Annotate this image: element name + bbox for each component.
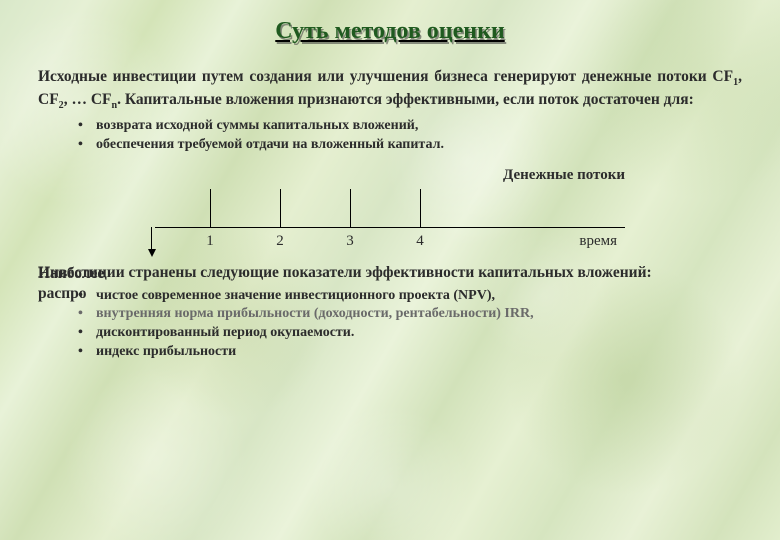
- indicator-item: индекс прибыльности: [78, 343, 742, 362]
- axis-tick: [350, 189, 351, 227]
- indicators-paragraph-text: странены следующие показатели эффективно…: [129, 264, 652, 281]
- time-axis-label: время: [579, 233, 617, 250]
- investment-arrow: [151, 227, 152, 255]
- axis-tick-label: 4: [416, 233, 424, 250]
- axis-tick-label: 3: [346, 233, 354, 250]
- indicator-item: дисконтированный период окупаемости.: [78, 324, 742, 343]
- slide: Суть методов оценки Суть методов оценки …: [0, 0, 780, 540]
- cashflow-diagram: Денежные потоки 1 2 3 4 время: [155, 165, 625, 275]
- indicators-paragraph: Наиболее распро Инвестиции странены след…: [38, 263, 742, 283]
- criteria-item: возврата исходной суммы капитальных влож…: [78, 117, 742, 136]
- axis-tick-label: 1: [206, 233, 214, 250]
- investment-diagram-label: Инвестиции: [38, 264, 125, 281]
- cashflow-label: Денежные потоки: [503, 167, 625, 184]
- indicator-item: внутренняя норма прибыльности (доходност…: [78, 305, 742, 324]
- axis-tick: [420, 189, 421, 227]
- axis-tick-label: 2: [276, 233, 284, 250]
- indicator-item: чистое современное значение инвестиционн…: [78, 287, 742, 306]
- time-axis: [155, 227, 625, 228]
- title-text: Суть методов оценки: [275, 18, 504, 44]
- slide-title: Суть методов оценки Суть методов оценки: [38, 18, 742, 45]
- axis-tick: [210, 189, 211, 227]
- axis-tick: [280, 189, 281, 227]
- intro-paragraph: Исходные инвестиции путем создания или у…: [38, 67, 742, 113]
- indicators-list: чистое современное значение инвестиционн…: [78, 287, 742, 363]
- criteria-item: обеспечения требуемой отдачи на вложенны…: [78, 136, 742, 155]
- criteria-list: возврата исходной суммы капитальных влож…: [78, 117, 742, 155]
